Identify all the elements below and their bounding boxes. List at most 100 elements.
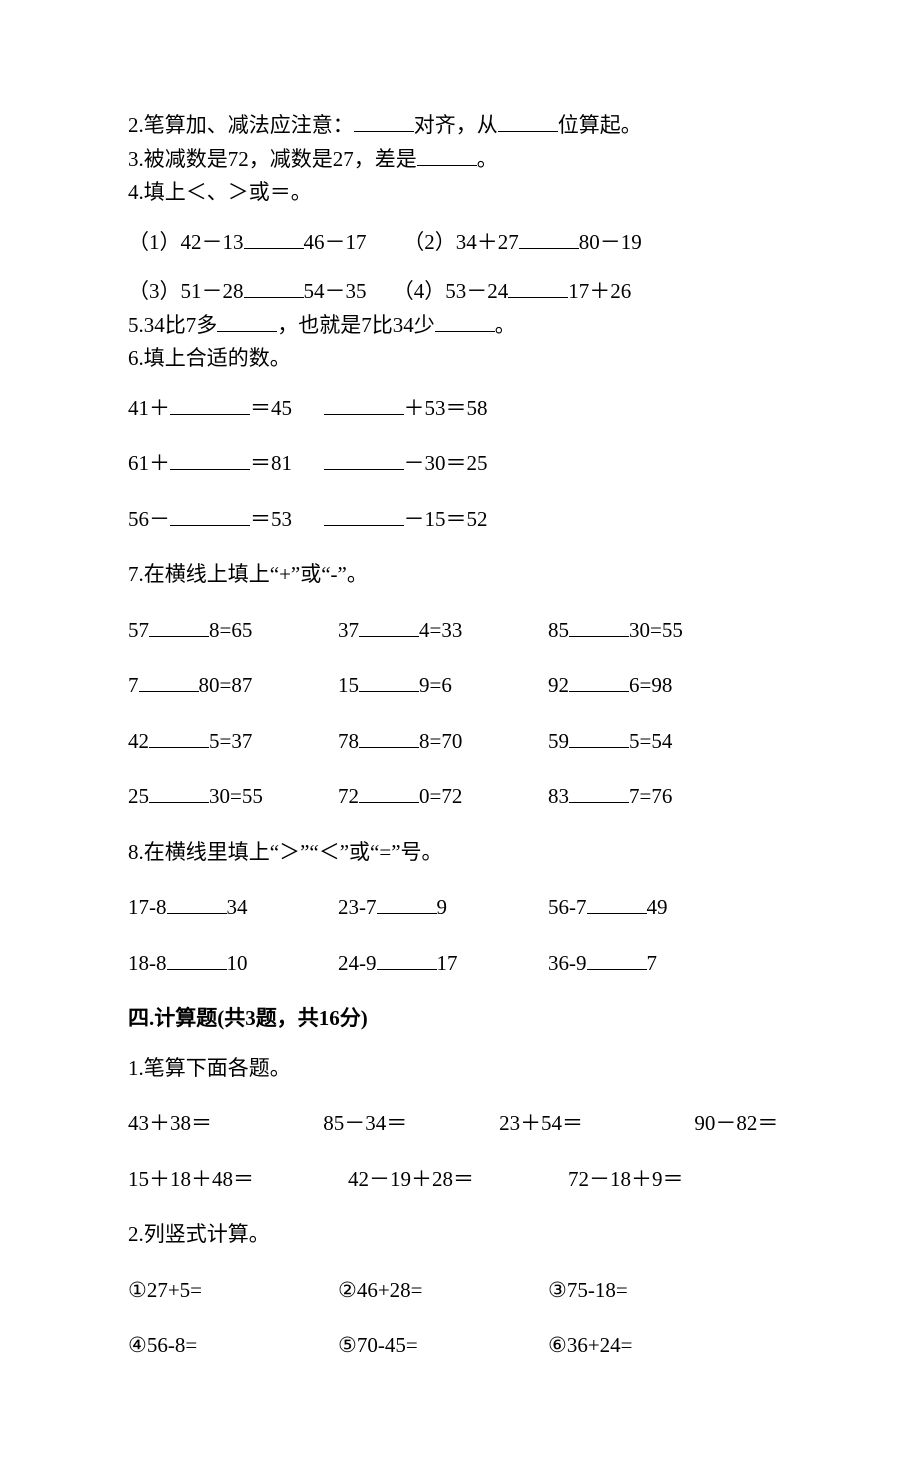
q6-3r-post: －15＝52	[404, 507, 488, 531]
q8-r2c2-l: 24-9	[338, 951, 377, 975]
q6-2r-blank[interactable]	[324, 448, 404, 470]
q6-1l-blank[interactable]	[170, 393, 250, 415]
gap	[292, 451, 324, 475]
q7-r4c3-r: 7=76	[629, 784, 672, 808]
q7-row-4: 2530=55 720=72 837=76	[128, 781, 792, 813]
q7-r1c3-blank[interactable]	[569, 615, 629, 637]
s4-q2-r2-a: ④56-8=	[128, 1330, 338, 1362]
q6-3l-blank[interactable]	[170, 504, 250, 526]
q2-blank-2[interactable]	[498, 110, 558, 132]
q4-3-label: （3）	[128, 279, 181, 303]
q7-r1c3-l: 85	[548, 618, 569, 642]
q7-r4c1-r: 30=55	[209, 784, 263, 808]
q7-r1c1-l: 57	[128, 618, 149, 642]
q7-r4c2-r: 0=72	[419, 784, 462, 808]
q4-2-lhs: 34＋27	[456, 230, 519, 254]
s4-q2-r2-c: ⑥36+24=	[548, 1330, 758, 1362]
q7-r4c2-blank[interactable]	[359, 781, 419, 803]
q6-row-2: 61＋＝81 －30＝25	[128, 448, 792, 480]
q4-4-blank[interactable]	[508, 276, 568, 298]
q4-2-label: （2）	[403, 230, 456, 254]
q6-2l-blank[interactable]	[170, 448, 250, 470]
q8-r2c1-l: 18-8	[128, 951, 167, 975]
q6-3l-post: ＝53	[250, 507, 292, 531]
q7-r2c3-blank[interactable]	[569, 670, 629, 692]
q7-row-3: 425=37 788=70 595=54	[128, 726, 792, 758]
q5-mid: ，也就是7比34少	[277, 313, 435, 337]
q7-row-2: 7 80=87 15 9=6 92 6=98	[128, 670, 792, 702]
s4-q2-head: 2.列竖式计算。	[128, 1219, 792, 1251]
q7-r1c1-blank[interactable]	[149, 615, 209, 637]
q7-row-1: 578=65 374=33 8530=55	[128, 615, 792, 647]
q7-r1c3-r: 30=55	[629, 618, 683, 642]
q8-r1c1-blank[interactable]	[167, 892, 227, 914]
q7-r2c2-r: 9=6	[419, 673, 452, 697]
q3-line: 3.被减数是72，减数是27，差是。	[128, 144, 792, 176]
q4-1-blank[interactable]	[244, 227, 304, 249]
q8-r1c3-l: 56-7	[548, 895, 587, 919]
q4-4-label: （4）	[393, 279, 446, 303]
q6-row-3: 56－＝53 －15＝52	[128, 504, 792, 536]
q8-r1c1-r: 34	[227, 895, 248, 919]
q8-r2c2-r: 17	[437, 951, 458, 975]
q6-2l-post: ＝81	[250, 451, 292, 475]
q2-post: 位算起。	[558, 113, 642, 137]
q8-r1c3-r: 49	[647, 895, 668, 919]
q8-row-2: 18-810 24-917 36-97	[128, 948, 792, 980]
q6-3r-blank[interactable]	[324, 504, 404, 526]
q7-r3c1-l: 42	[128, 729, 149, 753]
q8-r2c2-blank[interactable]	[377, 948, 437, 970]
s4-q2-r2-b: ⑤70-45=	[338, 1330, 548, 1362]
q4-1-rhs: 46－17	[304, 230, 367, 254]
q7-r4c1-l: 25	[128, 784, 149, 808]
q7-r2c2-blank[interactable]	[359, 670, 419, 692]
q7-r4c1-blank[interactable]	[149, 781, 209, 803]
q4-2-blank[interactable]	[519, 227, 579, 249]
s4-q2-row-1: ①27+5= ②46+28= ③75-18=	[128, 1275, 792, 1307]
q7-r2c3-l: 92	[548, 673, 569, 697]
q7-r3c3-l: 59	[548, 729, 569, 753]
q6-1r-blank[interactable]	[324, 393, 404, 415]
q2-blank-1[interactable]	[354, 110, 414, 132]
s4-q1-head: 1.笔算下面各题。	[128, 1053, 792, 1085]
q3-blank[interactable]	[417, 144, 477, 166]
q4-row-2: （3）51－2854－35 （4）53－2417＋26	[128, 276, 792, 308]
q8-r2c1-blank[interactable]	[167, 948, 227, 970]
q2-pre: 2.笔算加、减法应注意：	[128, 113, 354, 137]
q6-head: 6.填上合适的数。	[128, 343, 792, 375]
q5-blank-1[interactable]	[217, 310, 277, 332]
q8-r1c2-r: 9	[437, 895, 448, 919]
gap	[292, 396, 324, 420]
q7-r2c1-l: 7	[128, 673, 139, 697]
s4-q1-r1-d: 90－82＝	[694, 1108, 792, 1140]
q7-r4c3-blank[interactable]	[569, 781, 629, 803]
q8-r1c3-blank[interactable]	[587, 892, 647, 914]
q8-r2c1-r: 10	[227, 951, 248, 975]
q8-r1c1-l: 17-8	[128, 895, 167, 919]
q7-r2c3-r: 6=98	[629, 673, 672, 697]
q7-r3c3-blank[interactable]	[569, 726, 629, 748]
q3-post: 。	[477, 147, 498, 171]
q7-r3c2-blank[interactable]	[359, 726, 419, 748]
q8-r1c2-blank[interactable]	[377, 892, 437, 914]
q4-head: 4.填上＜、＞或＝。	[128, 177, 792, 209]
q7-r2c2-l: 15	[338, 673, 359, 697]
s4-q2-r1-c: ③75-18=	[548, 1275, 758, 1307]
q4-3-blank[interactable]	[244, 276, 304, 298]
q6-2l-pre: 61＋	[128, 451, 170, 475]
q7-r3c2-r: 8=70	[419, 729, 462, 753]
q7-r4c3-l: 83	[548, 784, 569, 808]
q4-3-rhs: 54－35	[304, 279, 367, 303]
q5-blank-2[interactable]	[435, 310, 495, 332]
q4-1-lhs: 42－13	[181, 230, 244, 254]
q7-r2c1-r: 80=87	[199, 673, 253, 697]
q8-row-1: 17-834 23-79 56-749	[128, 892, 792, 924]
gap	[367, 230, 404, 254]
q7-r3c1-blank[interactable]	[149, 726, 209, 748]
q7-r2c1-blank[interactable]	[139, 670, 199, 692]
q8-r2c3-r: 7	[647, 951, 658, 975]
q7-r1c2-blank[interactable]	[359, 615, 419, 637]
q7-r1c2-r: 4=33	[419, 618, 462, 642]
q8-r2c3-blank[interactable]	[587, 948, 647, 970]
gap	[367, 279, 393, 303]
